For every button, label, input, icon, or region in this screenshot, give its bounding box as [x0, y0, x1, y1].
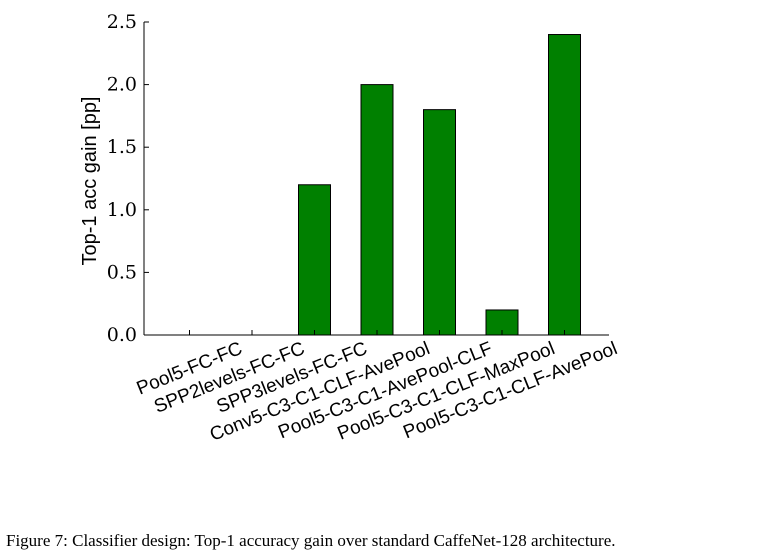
y-tick-label-5: 2.0: [107, 74, 137, 96]
y-tick-label-3: 1.0: [107, 199, 137, 221]
x-tick-labels-group: Pool5-FC-FCSPP2levels-FC-FCSPP3levels-FC…: [134, 338, 621, 446]
x-ticks-group: [189, 330, 565, 335]
y-tick-label-1: 0.0: [107, 324, 137, 346]
bar-7: [548, 34, 581, 336]
bar-chart: 0.0 0.5 1.0 1.5 2.0 2.5 Pool5-FC-FCSPP2levels…: [79, 11, 621, 446]
bar-3: [298, 184, 331, 336]
y-tick-label-2: 0.5: [107, 261, 137, 283]
y-ticks-group: 0.0 0.5 1.0 1.5 2.0 2.5: [107, 11, 149, 346]
y-tick-label-6: 2.5: [107, 11, 137, 33]
bars-group: [298, 34, 581, 336]
figure-caption: Figure 7: Classifier design: Top-1 accur…: [6, 531, 616, 550]
bar-4: [360, 84, 394, 336]
bar-5: [423, 109, 456, 336]
y-axis-label: Top-1 acc gain [pp]: [79, 97, 101, 266]
y-tick-label-4: 1.5: [107, 136, 137, 158]
